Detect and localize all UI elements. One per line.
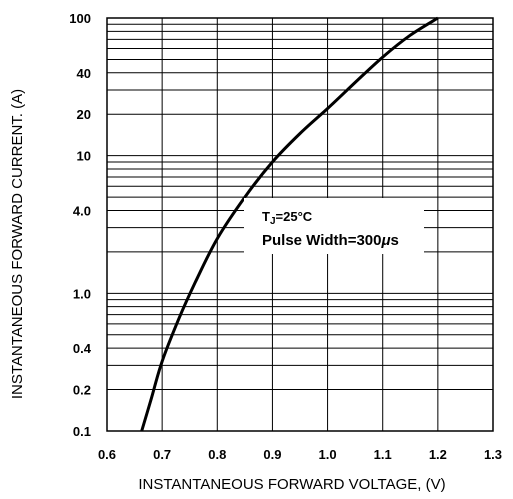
- y-tick-label: 20: [77, 107, 91, 122]
- x-tick-label: 1.1: [374, 447, 392, 462]
- y-tick-label: 100: [69, 11, 91, 26]
- y-tick-label: 0.4: [73, 341, 92, 356]
- y-axis-title: INSTANTANEOUS FORWARD CURRENT. (A): [9, 89, 26, 399]
- forward-voltage-curve: [140, 16, 439, 432]
- x-axis-title: INSTANTANEOUS FORWARD VOLTAGE, (V): [138, 476, 445, 493]
- x-tick-label: 0.9: [263, 447, 281, 462]
- y-tick-labels: 0.1 0.2 0.4 1.0 4.0 10 20 40 100: [69, 11, 91, 439]
- x-tick-label: 0.7: [153, 447, 171, 462]
- plot-frame: [106, 17, 494, 432]
- pulse-width-label: Pulse Width=300μs: [262, 232, 399, 249]
- y-tick-label: 40: [77, 66, 91, 81]
- x-tick-label: 0.6: [98, 447, 116, 462]
- grid: [106, 18, 494, 432]
- y-tick-label: 0.2: [73, 383, 91, 398]
- y-tick-label: 10: [77, 149, 91, 164]
- x-tick-label: 0.8: [208, 447, 226, 462]
- y-tick-label: 4.0: [73, 203, 91, 218]
- annotation-box: [244, 198, 424, 254]
- x-tick-label: 1.0: [319, 447, 337, 462]
- junction-temperature-label: TJ=25°C: [262, 209, 313, 227]
- x-tick-label: 1.3: [484, 447, 502, 462]
- x-tick-label: 1.2: [429, 447, 447, 462]
- y-tick-label: 0.1: [73, 424, 91, 439]
- y-tick-label: 1.0: [73, 286, 91, 301]
- x-tick-labels: 0.6 0.7 0.8 0.9 1.0 1.1 1.2 1.3: [98, 447, 502, 462]
